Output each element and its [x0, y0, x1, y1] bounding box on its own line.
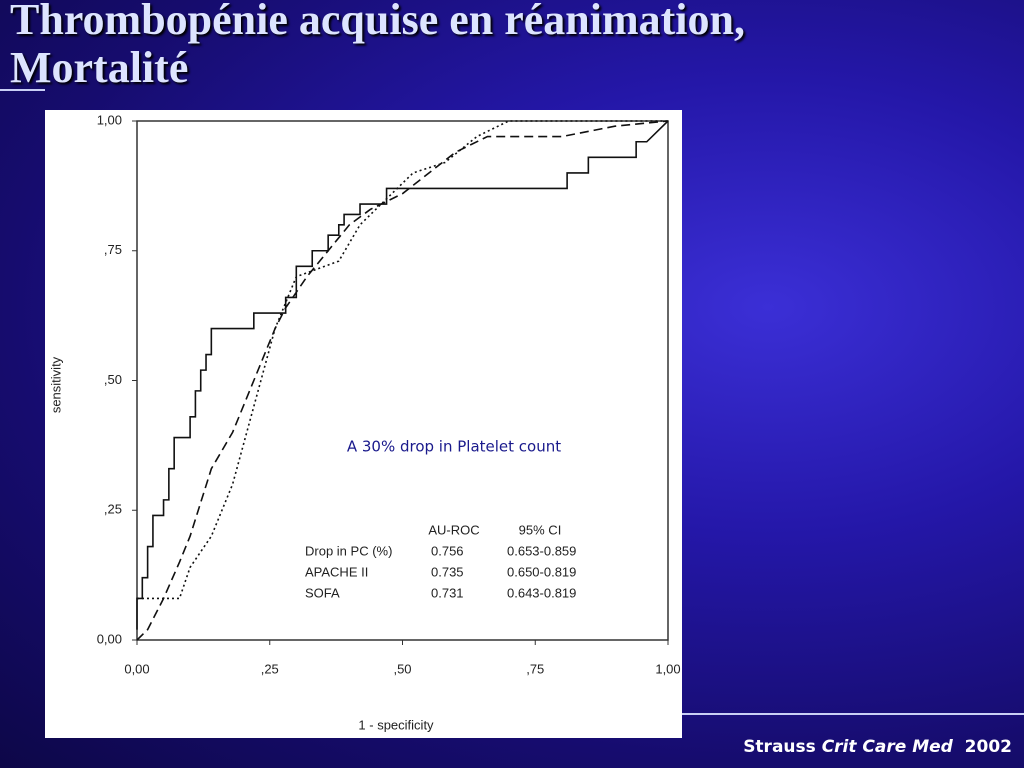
title-line: Mortalité — [10, 43, 189, 92]
table-row-label: APACHE II — [305, 564, 368, 579]
table-auc: 0.756 — [431, 543, 464, 558]
table-header: AU-ROC — [428, 522, 479, 537]
y-tick-label: ,25 — [104, 502, 122, 517]
x-axis-label: 1 - specificity — [358, 717, 434, 732]
divider — [0, 89, 45, 91]
table-row-label: SOFA — [305, 585, 340, 600]
roc-curve — [137, 120, 668, 600]
y-tick-label: ,75 — [104, 242, 122, 257]
y-axis-label: sensitivity — [48, 356, 63, 413]
slide-title: Thrombopénie acquise en réanimation, Mor… — [10, 0, 745, 92]
y-tick-label: ,50 — [104, 372, 122, 387]
x-tick-label: ,50 — [393, 661, 411, 676]
y-tick-label: 0,00 — [97, 631, 122, 646]
table-auc: 0.731 — [431, 585, 464, 600]
cite-journal: Crit Care Med — [821, 737, 953, 757]
x-tick-label: 1,00 — [655, 661, 680, 676]
x-tick-label: ,75 — [526, 661, 544, 676]
table-row-label: Drop in PC (%) — [305, 543, 392, 558]
cite-author: Strauss — [743, 737, 816, 757]
chart: sensitivity 1 - specificity A 30% drop i… — [45, 110, 682, 738]
table-auc: 0.735 — [431, 564, 464, 579]
table-header: 95% CI — [519, 522, 562, 537]
table-ci: 0.650-0.819 — [507, 564, 576, 579]
y-tick-label: 1,00 — [97, 112, 122, 127]
roc-curve — [136, 120, 669, 641]
plot-frame — [136, 120, 669, 641]
citation: Strauss Crit Care Med 2002 — [743, 737, 1012, 757]
table-ci: 0.643-0.819 — [507, 585, 576, 600]
title-line: Thrombopénie acquise en réanimation, — [10, 0, 746, 44]
roc-curve — [136, 120, 669, 630]
divider — [680, 713, 1024, 715]
x-tick-label: ,25 — [261, 661, 279, 676]
table-ci: 0.653-0.859 — [507, 543, 576, 558]
annotation: A 30% drop in Platelet count — [347, 438, 561, 456]
x-tick-label: 0,00 — [124, 661, 149, 676]
cite-year: 2002 — [964, 737, 1012, 757]
